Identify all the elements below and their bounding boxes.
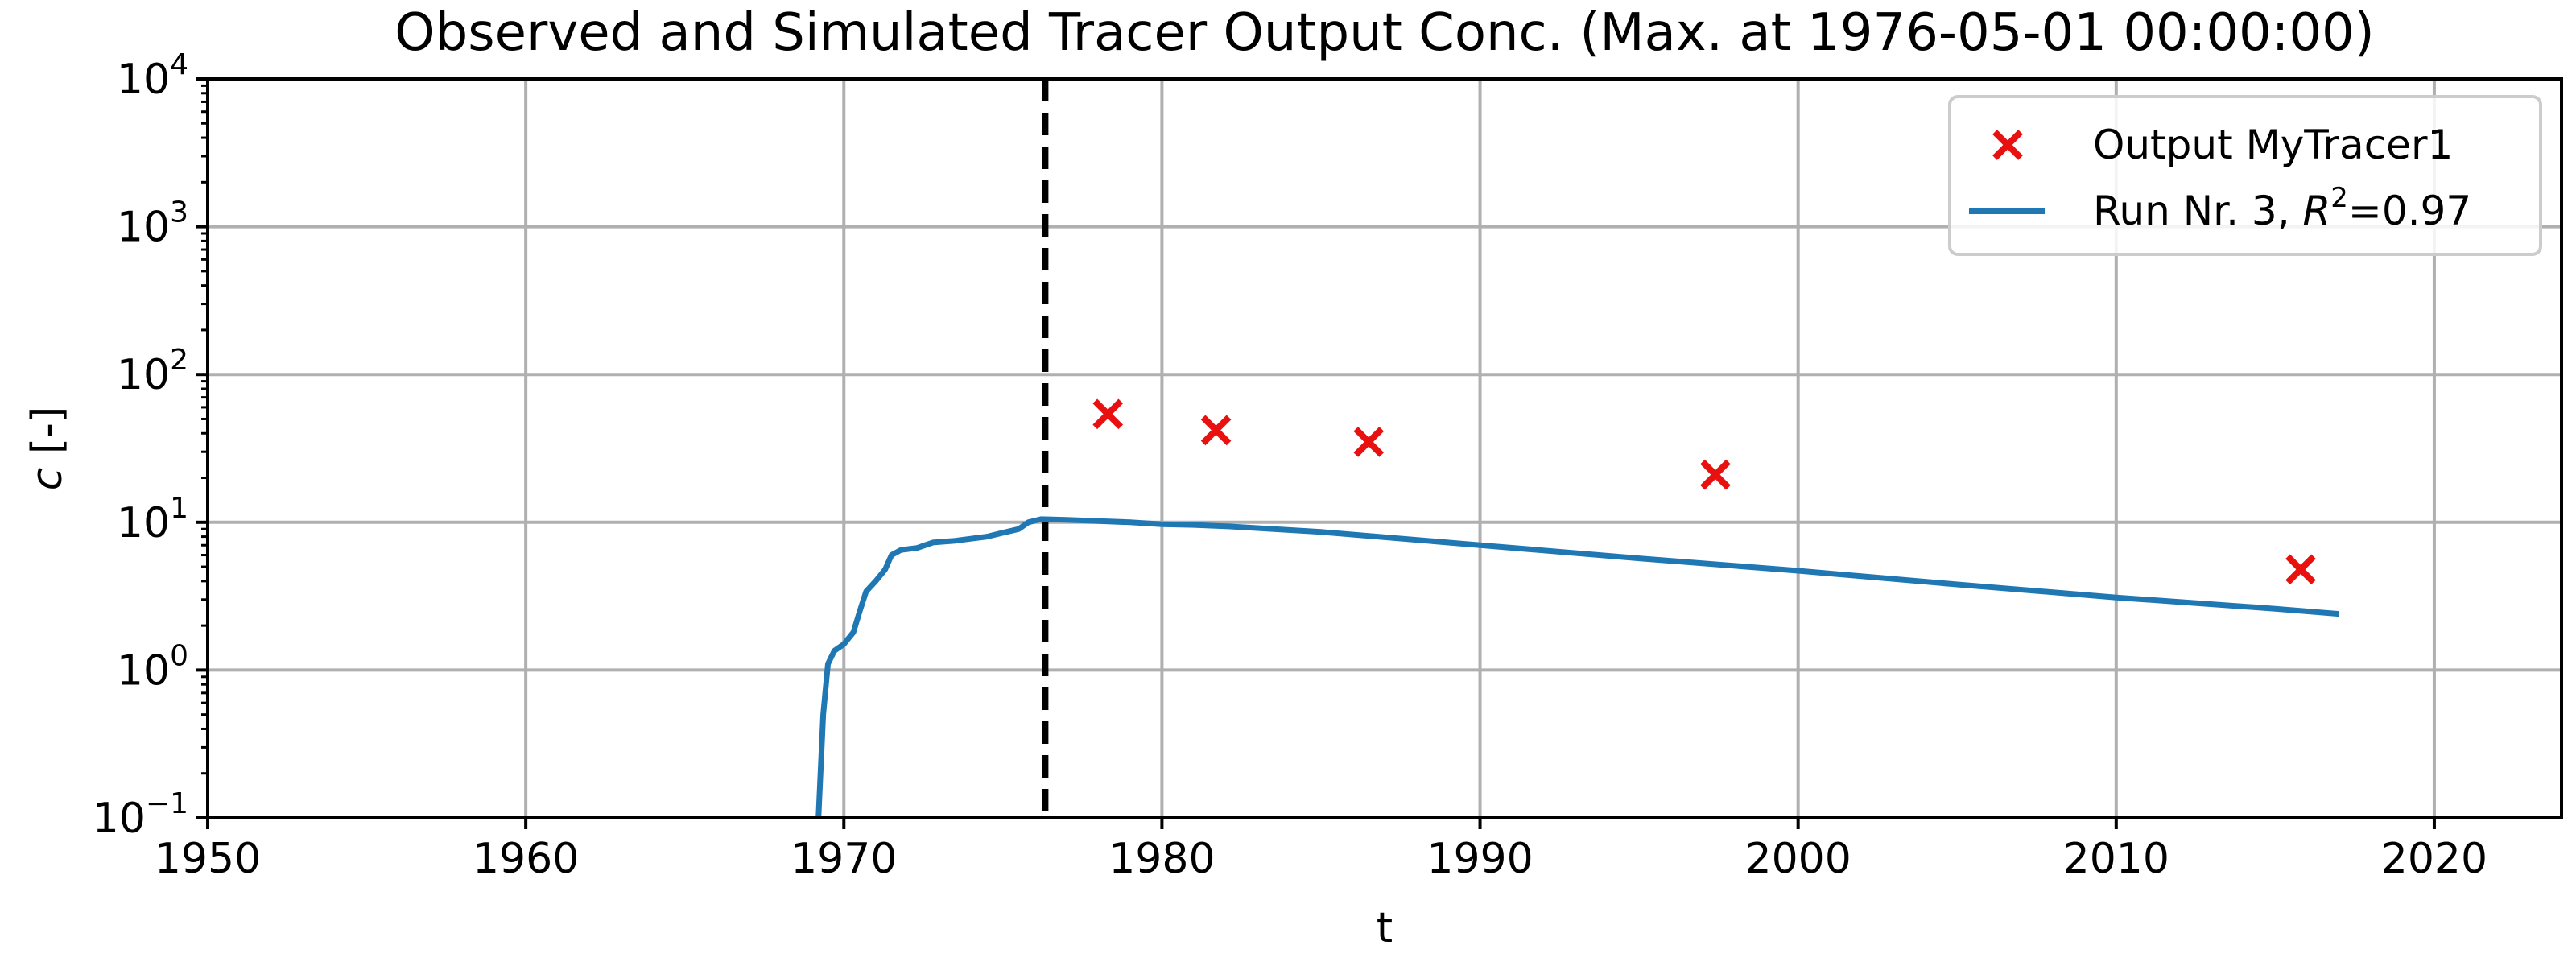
y-tick-label: 101 <box>117 492 188 547</box>
chart-title: Observed and Simulated Tracer Output Con… <box>394 3 2374 63</box>
x-tick-label: 1990 <box>1426 835 1533 883</box>
y-axis-label: c [-] <box>23 407 72 490</box>
x-tick-label: 1960 <box>473 835 579 883</box>
y-tick-label: 10−1 <box>93 787 188 843</box>
legend-simulated-prefix: Run Nr. 3, <box>2093 188 2303 234</box>
observed-point <box>1092 398 1124 430</box>
y-tick-label: 100 <box>117 639 188 695</box>
legend-observed-label: Output MyTracer1 <box>2093 122 2453 168</box>
simulated-line <box>815 516 2339 818</box>
legend-simulated-sup: 2 <box>2330 182 2348 214</box>
x-tick-label: 2000 <box>1745 835 1852 883</box>
legend-observed-marker <box>1992 130 2023 160</box>
observed-series <box>1092 398 2316 585</box>
plot-frame <box>206 77 2563 819</box>
axis-ticks: 1950 1960 1970 1980 1990 2000 2010 2020 10−1 100 1… <box>93 48 2487 883</box>
legend-simulated-symbol: R <box>2303 188 2331 234</box>
x-axis-label: t <box>1377 904 1393 952</box>
legend-simulated-suffix: =0.97 <box>2348 188 2471 234</box>
y-tick-label: 103 <box>117 196 188 252</box>
y-axis-label-text: c [-] <box>23 407 72 490</box>
legend-simulated-label: Run Nr. 3, R2=0.97 <box>2093 182 2471 234</box>
x-tick-label: 2020 <box>2381 835 2487 883</box>
observed-point <box>1353 427 1385 457</box>
observed-point <box>1200 415 1232 446</box>
observed-point <box>2285 554 2316 585</box>
x-tick-label: 1950 <box>155 835 261 883</box>
x-tick-label: 1970 <box>791 835 897 883</box>
observed-point <box>1700 459 1731 490</box>
legend: Output MyTracer1 Run Nr. 3, R2=0.97 <box>1948 95 2542 256</box>
x-tick-label: 2010 <box>2063 835 2169 883</box>
y-tick-label: 102 <box>117 344 188 399</box>
x-tick-label: 1980 <box>1108 835 1215 883</box>
legend-box <box>1948 95 2542 256</box>
y-tick-label: 104 <box>117 48 188 104</box>
simulated-series <box>815 516 2339 818</box>
